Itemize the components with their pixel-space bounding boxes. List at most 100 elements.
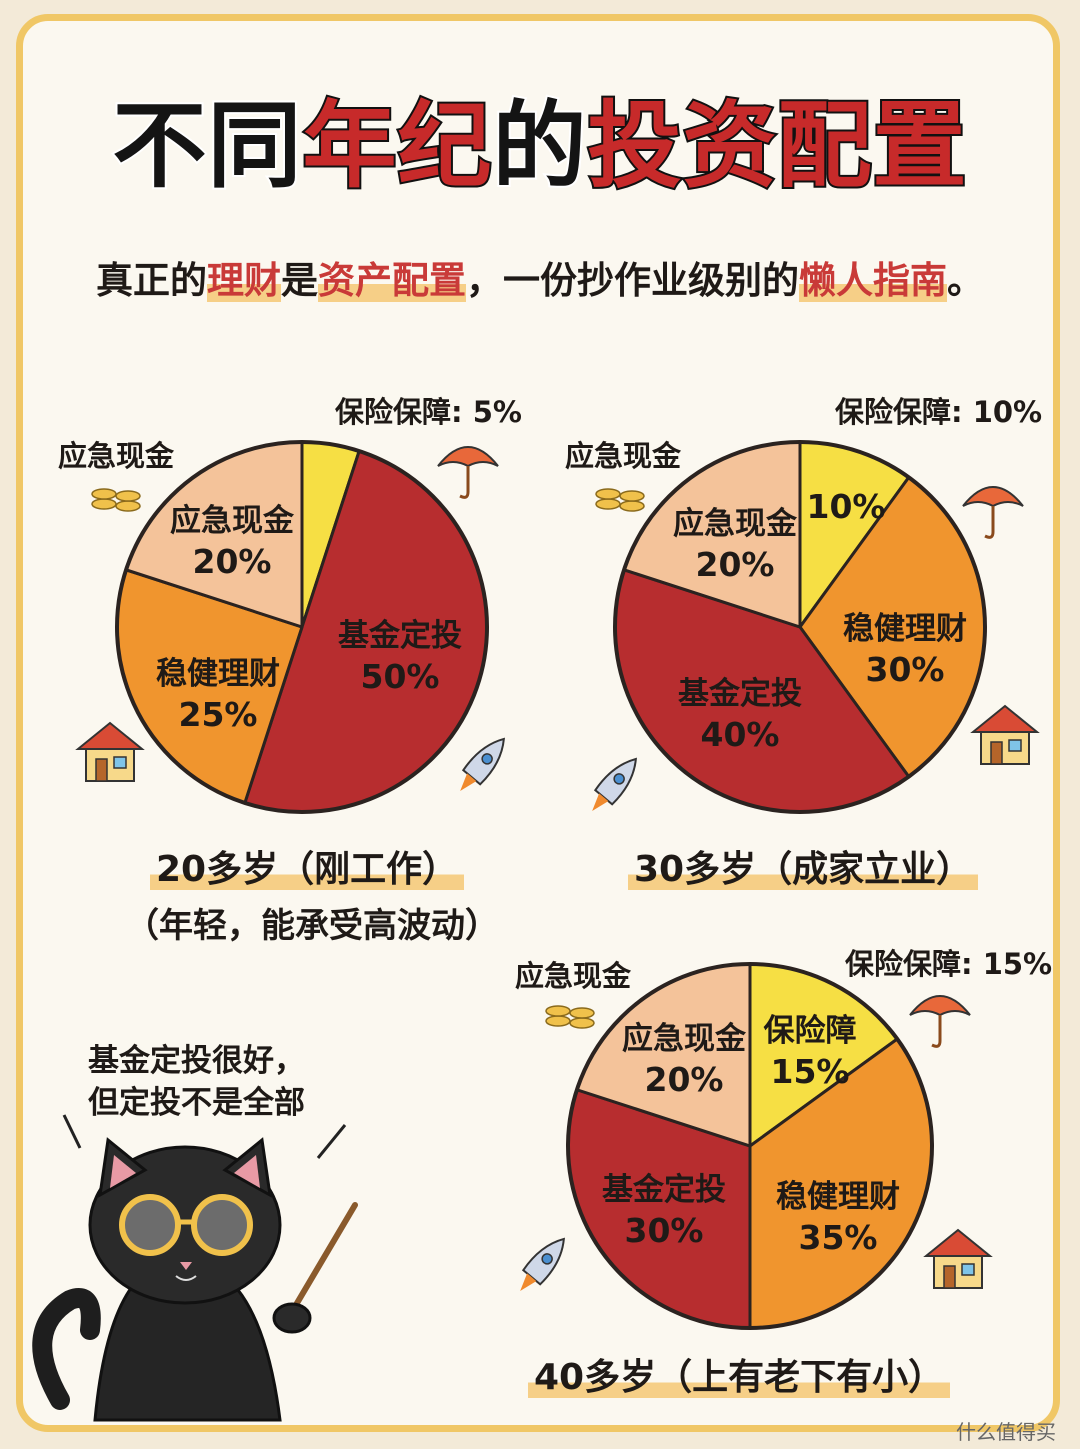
chart-20s-note: （年轻，能承受高波动） — [125, 906, 499, 946]
watermark: 什么值得买 — [956, 1420, 1056, 1444]
umbrella-handle — [931, 1015, 942, 1048]
callout-label: 应急现金 — [565, 439, 682, 473]
pie-outline — [566, 962, 934, 1330]
house-wall — [933, 1251, 983, 1289]
cat-note-line-1: 基金定投很好， — [88, 1043, 305, 1079]
emphasis-line-left — [62, 1114, 82, 1149]
callout-label: 保险保障: 10% — [834, 395, 1042, 429]
slice-label: 基金定投 — [338, 618, 462, 654]
pointer-stick — [287, 1202, 358, 1318]
rocket-flame — [520, 1273, 537, 1292]
slice-value: 35% — [799, 1218, 878, 1257]
page-title: 不同年纪的投资配置 — [0, 90, 1080, 203]
slice-value: 15% — [771, 1052, 850, 1091]
subtitle-highlight-2: 资产配置 — [318, 259, 466, 302]
slice-label: 稳健理财 — [156, 656, 280, 692]
umbrella-icon — [437, 446, 499, 499]
cat-nose — [180, 1262, 192, 1270]
chart-20s-caption-text: 20多岁（刚工作） — [150, 849, 465, 890]
rocket-window — [481, 753, 493, 765]
slice-label: 应急现金 — [170, 503, 295, 539]
rocket-icon — [520, 1237, 565, 1292]
umbrella-handle — [984, 506, 995, 539]
coin — [115, 490, 141, 502]
subtitle-part-1: 真正的 — [96, 259, 207, 302]
rocket-window — [613, 773, 625, 785]
pie-outline — [613, 440, 987, 814]
slice-label: 应急现金 — [673, 506, 798, 542]
chart-30s-caption: 30多岁（成家立业） — [628, 840, 979, 892]
slice-value: 50% — [361, 657, 440, 696]
house-icon — [75, 721, 145, 782]
title-part-3: 的 — [490, 90, 588, 203]
umbrella-canopy — [437, 446, 499, 468]
house-door — [990, 741, 1003, 765]
emphasis-line-right — [316, 1124, 347, 1159]
pie-outline — [115, 440, 489, 814]
house-roof — [923, 1228, 993, 1257]
chart-40s-caption: 40多岁（上有老下有小） — [528, 1348, 951, 1400]
rocket-flame — [460, 773, 477, 792]
callout-label: 保险保障: 5% — [334, 395, 522, 429]
house-window — [1008, 739, 1022, 752]
cat-head — [88, 1145, 282, 1305]
slice-value: 30% — [866, 650, 945, 689]
house-icon — [970, 704, 1040, 765]
slice-value: 20% — [696, 545, 775, 584]
rocket-window — [541, 1253, 553, 1265]
cat-ear-inner-right — [234, 1155, 260, 1188]
subtitle-part-3: ，一份抄作业级别的 — [466, 259, 799, 302]
coin — [619, 490, 645, 502]
umbrella-canopy — [962, 486, 1024, 508]
house-window — [113, 756, 127, 769]
house-door — [95, 758, 108, 782]
house-wall — [85, 744, 135, 782]
coins-icon — [91, 488, 141, 512]
cat-speech-bubble: 基金定投很好， 但定投不是全部 — [88, 1040, 368, 1124]
cat-tail — [32, 1288, 101, 1410]
cat-note-line-2: 但定投不是全部 — [88, 1085, 305, 1121]
coin — [91, 488, 117, 500]
slice-label: 应急现金 — [622, 1021, 747, 1057]
subtitle-highlight-3: 懒人指南 — [799, 259, 947, 302]
callout-label: 应急现金 — [58, 439, 175, 473]
house-wall — [980, 727, 1030, 765]
cat-paw — [272, 1302, 312, 1334]
title-part-2: 年纪 — [300, 90, 493, 203]
slice-label: 保险障 — [764, 1013, 857, 1049]
slice-value: 30% — [625, 1211, 704, 1250]
title-part-4: 投资配置 — [586, 90, 969, 203]
page-subtitle: 真正的理财是资产配置，一份抄作业级别的懒人指南。 — [0, 254, 1080, 308]
house-roof — [970, 704, 1040, 733]
rocket-icon — [460, 737, 505, 792]
chart-30s-caption-text: 30多岁（成家立业） — [628, 849, 979, 890]
house-icon — [923, 1228, 993, 1289]
cat-mascot — [32, 1114, 358, 1422]
cat-glasses-right — [191, 1194, 253, 1256]
coin — [91, 498, 117, 510]
coin — [595, 498, 621, 510]
title-part-1: 不同 — [110, 90, 303, 203]
slice-value: 40% — [701, 715, 780, 754]
umbrella-handle — [459, 466, 470, 499]
slice-value: 20% — [193, 542, 272, 581]
house-window — [961, 1263, 975, 1276]
slice-label: 稳健理财 — [843, 611, 967, 647]
house-door — [943, 1265, 956, 1289]
house-roof — [75, 721, 145, 750]
coin — [595, 488, 621, 500]
coin — [569, 1007, 595, 1019]
cat-mouth — [175, 1275, 197, 1281]
umbrella-icon — [909, 995, 971, 1048]
coins-icon — [545, 1005, 595, 1029]
coin — [545, 1015, 571, 1027]
rocket-icon — [592, 757, 637, 812]
cat-glasses-left — [119, 1194, 181, 1256]
slice-value: 20% — [645, 1060, 724, 1099]
subtitle-part-4: 。 — [947, 259, 984, 302]
chart-20s-caption: 20多岁（刚工作） — [150, 840, 465, 892]
subtitle-part-2: 是 — [281, 259, 318, 302]
slice-label: 基金定投 — [602, 1172, 726, 1208]
umbrella-canopy — [909, 995, 971, 1017]
